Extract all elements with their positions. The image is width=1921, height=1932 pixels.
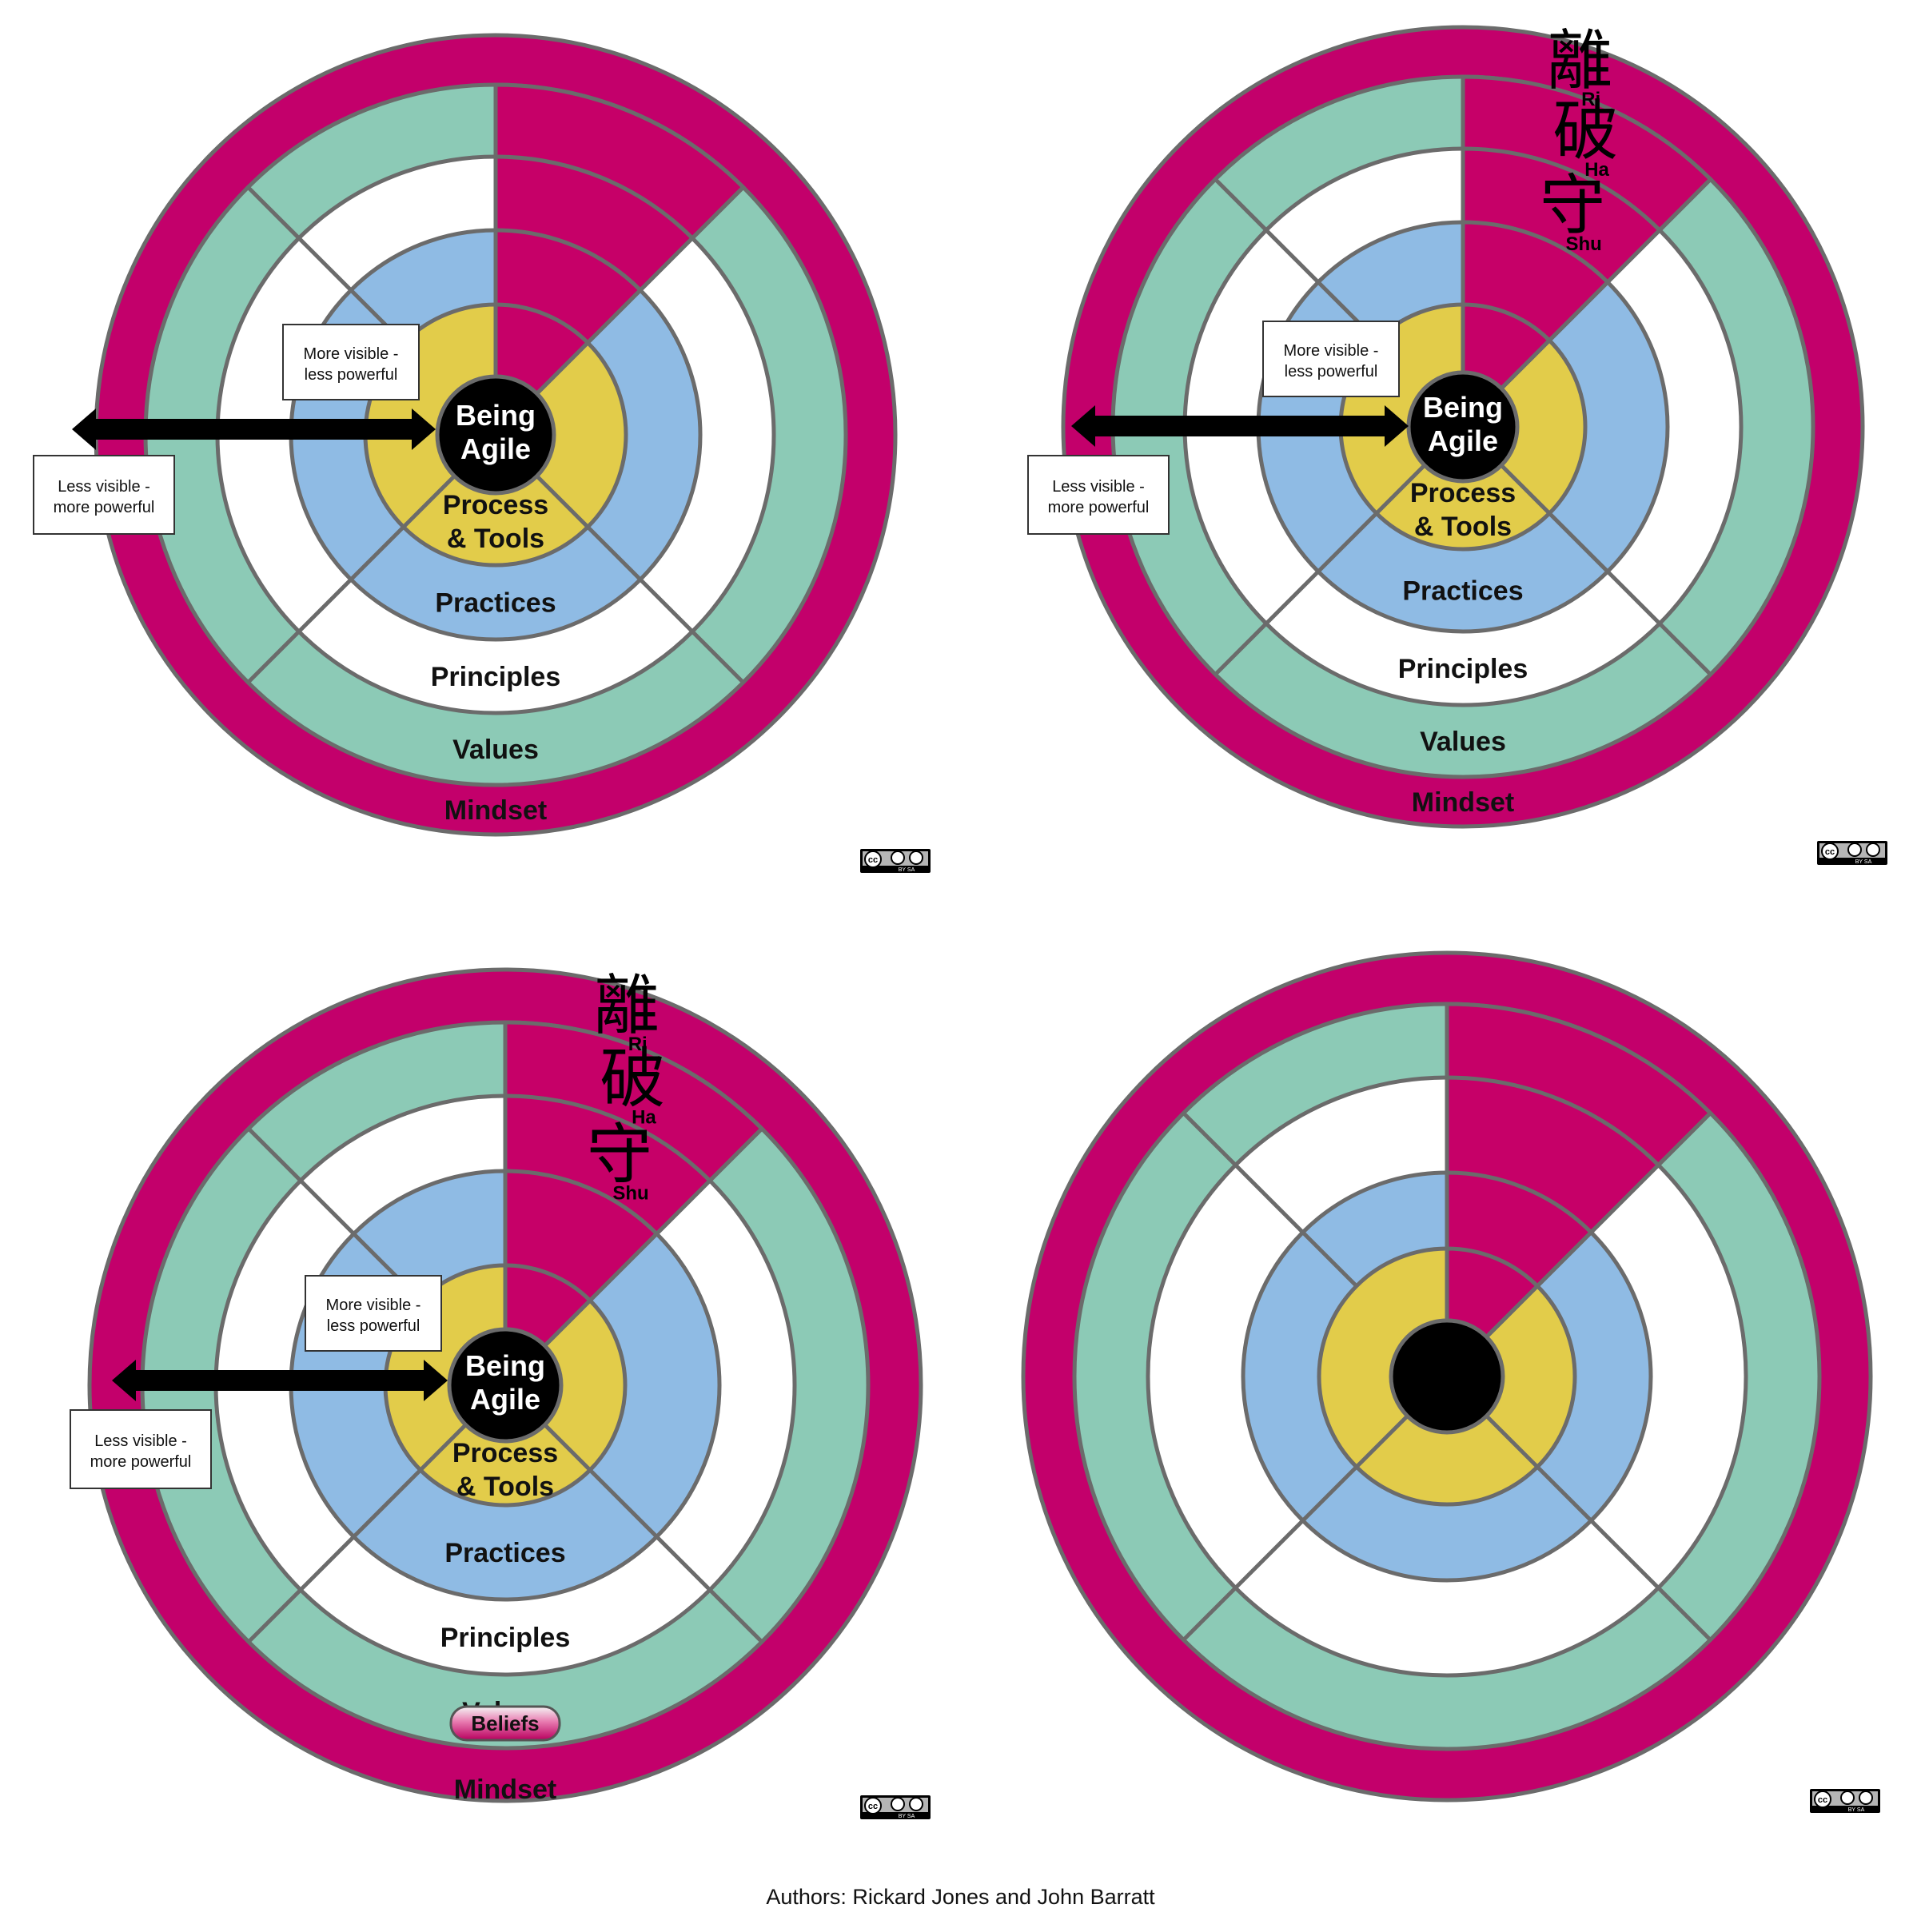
radial-divider [543, 1127, 763, 1348]
visibility-double-arrow-icon [112, 1360, 448, 1401]
romaji-shu: Shu [1565, 233, 1601, 255]
wedge-arc [495, 228, 642, 292]
kanji-ha: 破 [600, 1041, 665, 1117]
radial-divider [246, 474, 456, 684]
svg-text:cc: cc [868, 855, 878, 865]
process-label: Process & Tools [443, 490, 548, 554]
wedge-arc [1446, 1170, 1593, 1234]
more-visible-box-text: More visible -less powerful [1284, 342, 1379, 380]
wedge-arc [1462, 146, 1661, 232]
being-agile-core [447, 1327, 564, 1444]
wedge-arc [1462, 220, 1609, 284]
svg-text:BY SA: BY SA [899, 867, 915, 873]
process-label: Process & Tools [1410, 478, 1516, 542]
less-visible-box-text: Less visible -more powerful [54, 478, 155, 516]
wedge-arc [1446, 1246, 1539, 1288]
core-label: Being Agile [1423, 391, 1503, 457]
radial-divider [1182, 1111, 1237, 1167]
core-label: Being Agile [456, 399, 536, 465]
being-agile-core [1389, 1318, 1505, 1435]
practices-label: Practices [1402, 576, 1523, 607]
radial-divider [1182, 1414, 1409, 1642]
panel-top-left: Being Agile Process & Tools Practices Princip… [33, 33, 931, 873]
wedge-arc [495, 154, 694, 240]
kanji-shu: 守 [1540, 168, 1605, 244]
panel-top-right: Being Agile Process & Tools Practices Princip… [1027, 23, 1887, 865]
romaji-ha: Ha [1584, 159, 1609, 181]
less-visible-box [33, 455, 175, 535]
wedge-arc [495, 302, 590, 345]
less-visible-box [70, 1409, 212, 1489]
svg-text:cc: cc [1825, 847, 1835, 857]
svg-text:BY SA: BY SA [1855, 859, 1872, 865]
mindset-label: Mindset [1412, 787, 1514, 818]
radial-divider [1234, 1163, 1358, 1288]
radial-divider [1500, 464, 1712, 676]
principles-label: Principles [440, 1623, 571, 1653]
mindset-label: Mindset [444, 795, 547, 826]
more-visible-box [282, 324, 420, 400]
beliefs-pill [449, 1705, 561, 1742]
authors-credit: Authors: Rickard Jones and John Barratt [766, 1885, 1155, 1909]
panel-bottom-left: Being Agile Process & Tools Practices Princip… [70, 967, 931, 1819]
kanji-ri: 離 [1547, 23, 1612, 99]
principles-label: Principles [1398, 654, 1528, 684]
less-visible-box-text: Less visible -more powerful [1048, 478, 1150, 516]
radial-divider [535, 185, 745, 396]
romaji-ha: Ha [632, 1106, 656, 1128]
romaji-shu: Shu [612, 1182, 648, 1204]
radial-divider [247, 1423, 468, 1643]
more-visible-box-text: More visible -less powerful [304, 345, 399, 384]
svg-text:BY SA: BY SA [899, 1814, 915, 1819]
less-visible-box [1027, 455, 1170, 535]
wedge-arc [504, 1093, 711, 1182]
practices-label: Practices [435, 588, 556, 619]
more-visible-box [1262, 321, 1400, 397]
principles-label: Principles [431, 662, 561, 692]
radial-divider [246, 185, 301, 240]
panel-bottom-right: cc BY SA [1021, 950, 1880, 1813]
radial-divider [1214, 177, 1268, 232]
being-agile-core [1406, 370, 1520, 484]
kanji-ri: 離 [594, 968, 660, 1044]
more-visible-box [305, 1275, 442, 1352]
cc-by-sa-badge-icon: cc BY SA [1810, 1789, 1880, 1813]
wedge-arc [1462, 302, 1551, 342]
less-visible-box-text: Less visible -more powerful [90, 1432, 192, 1471]
visibility-double-arrow-icon [72, 408, 436, 450]
radial-divider [1485, 1414, 1712, 1642]
visibility-double-arrow-icon [1071, 405, 1409, 447]
values-label: Values [452, 735, 539, 765]
kanji-ha: 破 [1553, 94, 1619, 169]
wedge-arc [504, 1263, 592, 1302]
cc-by-sa-badge-icon: cc BY SA [860, 1795, 931, 1819]
romaji-ri: Ri [1581, 89, 1600, 110]
more-visible-box-text: More visible -less powerful [326, 1297, 421, 1335]
practices-label: Practices [444, 1538, 565, 1568]
wedge-arc [1446, 1075, 1660, 1167]
svg-text:BY SA: BY SA [1848, 1807, 1865, 1813]
radial-divider [1214, 464, 1426, 676]
being-agile-core [435, 374, 556, 496]
beliefs-label: Beliefs [471, 1711, 539, 1735]
radial-divider [1485, 1111, 1712, 1339]
cc-by-sa-badge-icon: cc BY SA [1817, 841, 1887, 865]
radial-divider [543, 1423, 763, 1643]
svg-text:cc: cc [1818, 1795, 1827, 1805]
process-label: Process & Tools [452, 1438, 558, 1502]
romaji-ri: Ri [628, 1034, 648, 1055]
radial-divider [535, 474, 745, 684]
values-label: Values [1420, 727, 1506, 757]
svg-text:cc: cc [868, 1802, 878, 1811]
kanji-shu: 守 [587, 1117, 652, 1193]
core-label: Being Agile [465, 1349, 545, 1416]
cc-by-sa-badge-icon: cc BY SA [860, 849, 931, 873]
radial-divider [247, 1127, 302, 1182]
radial-divider [1500, 177, 1712, 390]
mindset-label: Mindset [454, 1775, 556, 1805]
wedge-arc [504, 1169, 659, 1236]
